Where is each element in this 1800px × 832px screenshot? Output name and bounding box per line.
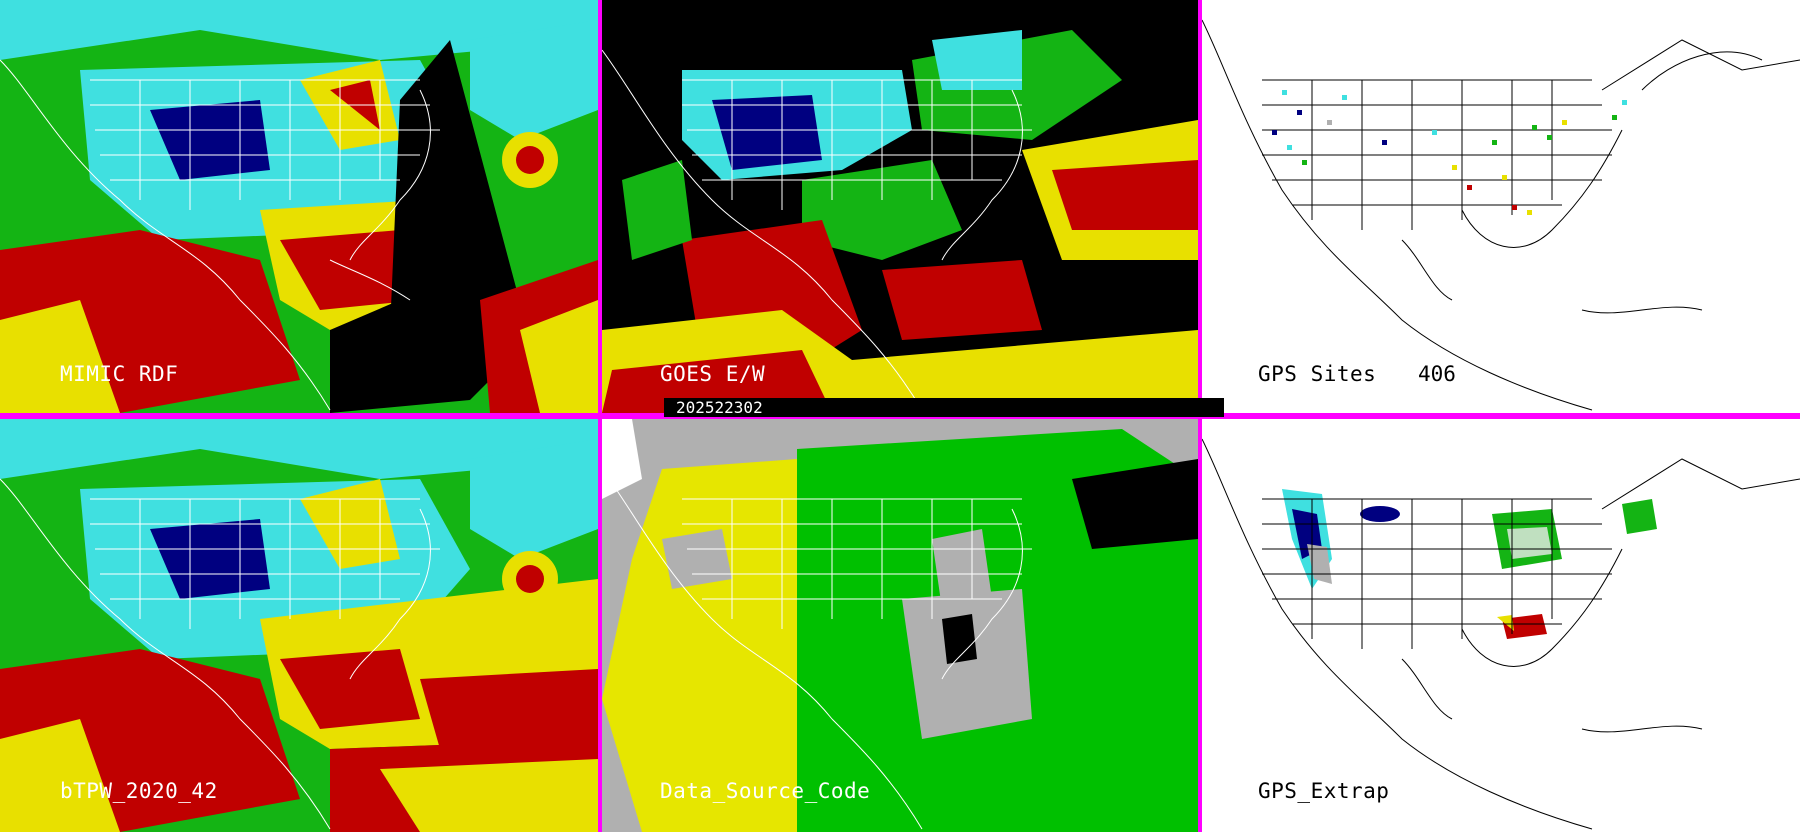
goes-ew-map [602, 0, 1198, 413]
timestamp-text: 202522302 [676, 398, 763, 417]
gps-sites-panel: GPS Sites 406 [1202, 0, 1800, 413]
gps-extrap-label: GPS_Extrap [1258, 779, 1390, 803]
gps-sites-map [1202, 0, 1800, 413]
mimic-rdf-map [0, 0, 598, 413]
gps-site-markers [1272, 90, 1627, 215]
gps-sites-count: 406 [1418, 362, 1456, 386]
goes-ew-label: GOES E/W [660, 362, 766, 386]
btpw-label: bTPW_2020_42 [60, 779, 218, 803]
data-source-map [602, 419, 1198, 832]
btpw-map [0, 419, 598, 832]
data-source-label: Data_Source_Code [660, 779, 871, 803]
gps-extrap-map [1202, 419, 1800, 832]
timestamp-bar: 202522302 [664, 398, 1224, 417]
mimic-rdf-panel: MIMIC RDF [0, 0, 598, 413]
btpw-panel: bTPW_2020_42 [0, 419, 598, 832]
goes-ew-panel: GOES E/W [602, 0, 1198, 413]
gps-extrap-panel: GPS_Extrap [1202, 419, 1800, 832]
data-source-panel: Data_Source_Code [602, 419, 1198, 832]
gps-sites-label: GPS Sites [1258, 362, 1377, 386]
mimic-rdf-label: MIMIC RDF [60, 362, 179, 386]
